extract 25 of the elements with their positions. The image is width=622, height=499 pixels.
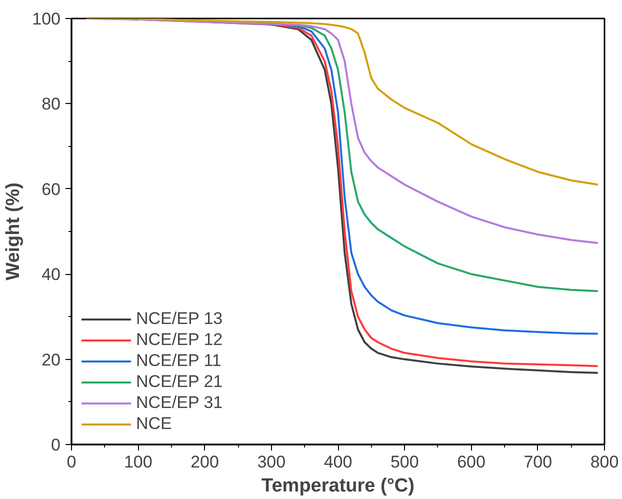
x-tick-label: 0 bbox=[66, 452, 76, 472]
y-tick-label: 40 bbox=[42, 265, 61, 284]
x-tick-label: 100 bbox=[124, 452, 152, 472]
y-tick-label: 100 bbox=[32, 10, 61, 28]
x-tick-label: 400 bbox=[324, 452, 352, 472]
y-tick-label: 80 bbox=[42, 94, 61, 114]
y-axis-title: Weight (%) bbox=[3, 182, 24, 280]
y-tick-label: 20 bbox=[42, 350, 61, 370]
legend-label: NCE/EP 21 bbox=[136, 372, 223, 392]
x-tick-label: 300 bbox=[257, 452, 286, 472]
x-tick-label: 700 bbox=[524, 452, 552, 472]
legend-label: NCE/EP 31 bbox=[136, 393, 223, 413]
x-tick-label: 600 bbox=[457, 452, 486, 472]
x-axis-title: Temperature (°C) bbox=[262, 476, 414, 496]
line-series bbox=[85, 18, 599, 186]
legend-label: NCE/EP 12 bbox=[136, 330, 223, 350]
legend-label: NCE/EP 13 bbox=[136, 309, 223, 329]
legend-label: NCE bbox=[136, 414, 172, 434]
y-tick-label: 60 bbox=[42, 180, 61, 199]
legend-label: NCE/EP 11 bbox=[136, 351, 222, 371]
x-tick-label: 200 bbox=[190, 452, 219, 472]
x-tick-label: 800 bbox=[590, 452, 619, 472]
line-series bbox=[137, 18, 599, 244]
x-tick-label: 500 bbox=[390, 452, 419, 472]
y-tick-label: 0 bbox=[51, 436, 61, 454]
